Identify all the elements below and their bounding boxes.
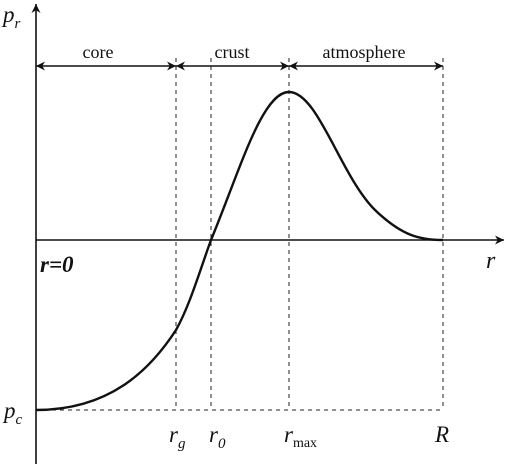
x-axis-label: r [486,248,496,274]
y-axis-label: pr [1,2,21,32]
region-label-atmosphere: atmosphere [323,42,406,62]
tick-label-R: R [434,422,449,447]
origin-label: r=0 [40,252,74,277]
region-label-crust: crust [215,42,250,62]
tick-label-rmax: rmax [284,422,317,451]
region-label-core: core [83,42,114,62]
tick-label-r0: r0 [209,422,226,452]
pressure-curve [35,90,444,412]
guide-lines [36,58,444,411]
pc-label: pc [2,398,23,428]
tick-label-rg: rg [169,422,186,452]
